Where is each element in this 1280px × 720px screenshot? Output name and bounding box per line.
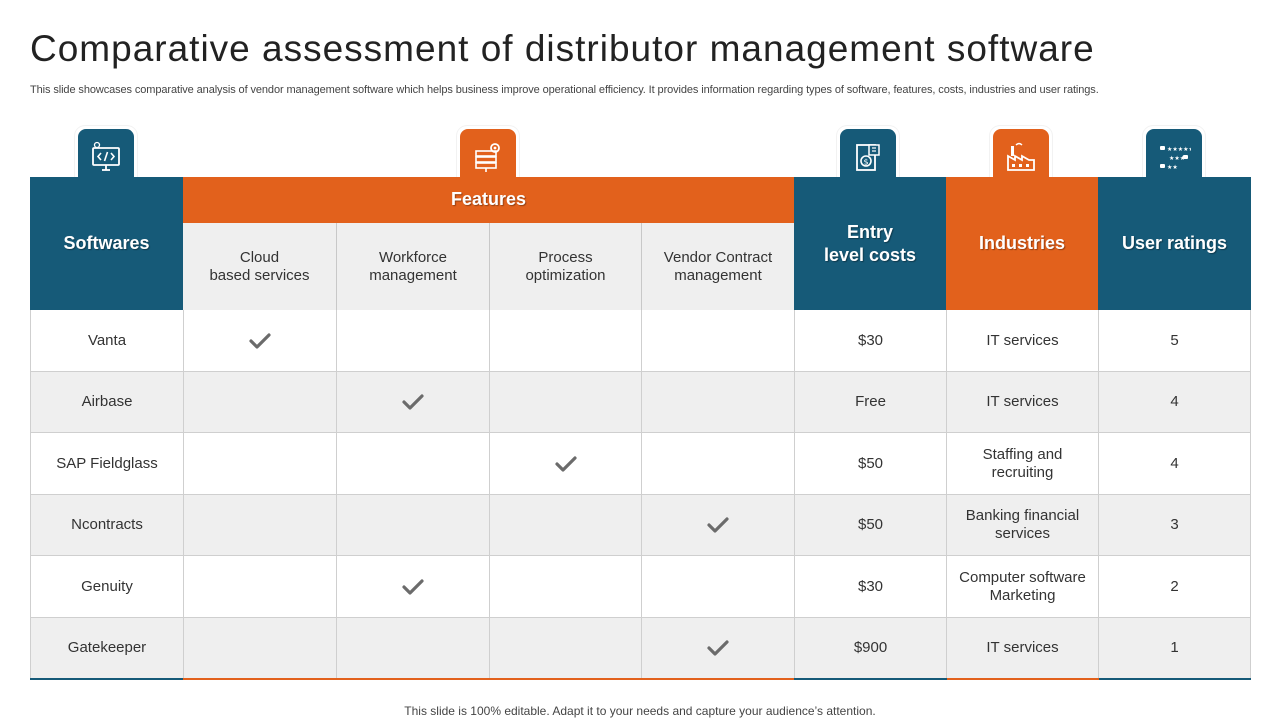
svg-text:★★★★★: ★★★★★ [1167, 146, 1191, 153]
user-rating-cell: 4 [1098, 433, 1251, 495]
industry-cell: IT services [946, 310, 1098, 372]
software-name-cell: SAP Fieldglass [30, 433, 183, 495]
checkmark-icon [707, 640, 729, 656]
feature-cell [336, 433, 489, 495]
feature-cell [336, 495, 489, 556]
software-name-cell: Vanta [30, 310, 183, 372]
entry-cost-cell: $50 [794, 495, 946, 556]
feature-cell [489, 310, 641, 372]
feature-cell [336, 310, 489, 372]
header-softwares: Softwares [30, 177, 183, 310]
checkmark-icon [249, 332, 271, 349]
softwares-badge [75, 126, 137, 188]
bottom-line-industries [947, 678, 1099, 680]
header-softwares-label: Softwares [63, 233, 150, 253]
feature-col-process: Process optimization [489, 223, 641, 310]
entry-cost-cell: $900 [794, 618, 946, 679]
header-entry-costs: Entry level costs [794, 177, 946, 310]
feature-cell [183, 433, 336, 495]
user-rating-cell: 4 [1098, 372, 1251, 433]
feature-col-workforce: Workforce management [336, 223, 489, 310]
feature-cell [641, 495, 794, 556]
header-industries: Industries [946, 177, 1098, 310]
footer-note: This slide is 100% editable. Adapt it to… [404, 704, 876, 718]
feature-cell [489, 372, 641, 433]
invoice-dollar-icon: $ [856, 144, 880, 171]
user-rating-cell: 2 [1098, 556, 1251, 618]
feature-cell [183, 372, 336, 433]
industry-cell: Computer software Marketing [946, 556, 1098, 618]
user-rating-cell: 3 [1098, 495, 1251, 556]
software-name-cell: Ncontracts [30, 495, 183, 556]
checkmark-icon [707, 517, 729, 533]
checkmark-icon [402, 578, 424, 595]
software-name-cell: Airbase [30, 372, 183, 433]
user-rating-cell: 1 [1098, 618, 1251, 679]
feature-cell [489, 618, 641, 679]
industry-cell: Staffing and recruiting [946, 433, 1098, 495]
svg-text:$: $ [863, 158, 868, 167]
rating-stars-icon: ★★★★★ ★★★ ★★ [1160, 146, 1191, 171]
entry-cost-cell: $30 [794, 556, 946, 618]
software-name-cell: Gatekeeper [30, 618, 183, 679]
industry-cell: IT services [946, 372, 1098, 433]
entry-cost-cell: $50 [794, 433, 946, 495]
feature-cell [489, 495, 641, 556]
header-user-ratings-label: User ratings [1121, 233, 1228, 253]
feature-cell [489, 556, 641, 618]
feature-cell [183, 495, 336, 556]
feature-cell [183, 618, 336, 679]
svg-text:★★: ★★ [1167, 164, 1178, 171]
factory-icon [1007, 142, 1035, 171]
bottom-line-features [183, 678, 794, 680]
bottom-line-softwares [30, 678, 183, 680]
svg-text:★★★: ★★★ [1169, 155, 1185, 162]
page-subtitle: This slide showcases comparative analysi… [30, 84, 1099, 96]
feature-cell [641, 556, 794, 618]
bottom-line-ratings [1099, 678, 1251, 680]
feature-cell [641, 310, 794, 372]
feature-col-vendor-contract: Vendor Contract management [641, 223, 794, 310]
feature-col-cloud: Cloud based services [183, 223, 336, 310]
entry-cost-cell: $30 [794, 310, 946, 372]
bottom-line-costs [794, 678, 947, 680]
comparison-table: Softwares Features Entry level costs Ind… [30, 177, 1251, 679]
entry-cost-cell: Free [794, 372, 946, 433]
header-entry-costs-label: Entry level costs [823, 221, 917, 265]
feature-cell [183, 310, 336, 372]
feature-cell [641, 618, 794, 679]
checkmark-icon [554, 455, 577, 472]
checkmark-icon [402, 394, 424, 410]
software-name-cell: Genuity [30, 556, 183, 618]
header-industries-label: Industries [978, 233, 1066, 253]
feature-cell [336, 372, 489, 433]
header-features: Features [183, 177, 794, 223]
code-monitor-icon [92, 141, 120, 171]
user-rating-cell: 5 [1098, 310, 1251, 372]
feature-cell [336, 556, 489, 618]
industry-cell: IT services [946, 618, 1098, 679]
feature-cell [183, 556, 336, 618]
feature-cell [641, 433, 794, 495]
header-features-label: Features [450, 188, 527, 209]
page-title: Comparative assessment of distributor ma… [30, 28, 1095, 69]
feature-cell [336, 618, 489, 679]
industry-cell: Banking financial services [946, 495, 1098, 556]
header-user-ratings: User ratings [1098, 177, 1251, 310]
server-gear-icon [475, 143, 500, 172]
feature-cell [641, 372, 794, 433]
feature-cell [489, 433, 641, 495]
